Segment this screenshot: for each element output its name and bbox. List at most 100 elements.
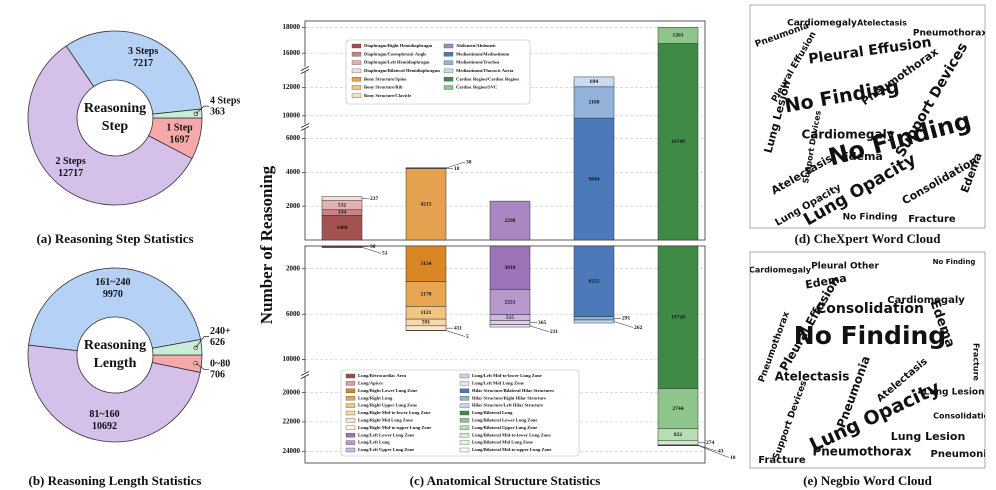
axis-break <box>300 371 310 376</box>
caption: (e) Negbio Word Cloud <box>803 473 932 488</box>
legend-swatch <box>459 425 470 430</box>
bar-segment <box>405 245 447 282</box>
bar-value-label: 4215 <box>421 202 432 208</box>
legend-swatch <box>345 388 356 393</box>
word: Lung Lesion <box>924 388 985 398</box>
pie-slice <box>27 344 201 443</box>
slice-label: 1 Step <box>166 122 193 133</box>
y-tick-label: 18000 <box>283 23 301 31</box>
legend-swatch <box>443 43 454 49</box>
legend-swatch <box>443 77 454 82</box>
wordcloud-frame <box>749 251 986 469</box>
legend-label: Diaphragm/Right Hemidiaphragm <box>364 43 432 48</box>
bar-value-label: 18 <box>454 166 460 172</box>
bar-segment <box>405 167 447 169</box>
bar-value-label: 5 <box>466 334 469 340</box>
legend-label: Lung/Left Mid Lung Zone <box>472 380 524 385</box>
label-leader <box>445 161 466 169</box>
bar-value-label: 2744 <box>673 406 684 412</box>
leader-line <box>195 362 209 370</box>
word: Consolidation <box>933 412 995 421</box>
legend-swatch <box>351 93 362 98</box>
bar-value-label: 334 <box>338 210 347 216</box>
bar-value-label: 3818 <box>505 265 516 271</box>
legend-swatch <box>459 388 470 393</box>
y-tick-label: 2000 <box>286 202 301 210</box>
bar-value-label: 10 <box>730 455 736 461</box>
axis-break-gap <box>301 124 309 129</box>
y-tick-label: 10000 <box>283 111 301 119</box>
bar-segment <box>321 196 363 201</box>
legend-label: Lung/Left Lower Lung Zone <box>358 432 414 437</box>
bar-segment <box>489 289 531 315</box>
bar-value-label: 211 <box>550 329 558 335</box>
leader-line <box>195 105 209 115</box>
axis-break-gap <box>301 67 309 72</box>
bar-value-label: 51 <box>382 251 388 257</box>
word: Fracture <box>908 214 956 225</box>
word: Fracture <box>972 343 981 382</box>
legend-label: Lung/Retrocardiac Area <box>358 373 407 378</box>
word: Atelectasis <box>857 19 907 28</box>
legend-swatch <box>351 77 362 82</box>
legend-label: Lung/Apices <box>358 380 383 385</box>
word: No Finding <box>933 258 976 266</box>
bar-segment <box>405 168 447 241</box>
bar-segment <box>489 320 531 325</box>
word: Fracture <box>758 455 806 466</box>
label-leader <box>361 247 382 254</box>
axis-break <box>300 66 310 71</box>
legend-label: Bony Structure/Clavicle <box>364 93 411 98</box>
legend-swatch <box>351 60 362 65</box>
legend-label: Lung/Right Lung <box>358 395 393 400</box>
slice-label: 81~160 <box>89 409 119 420</box>
bar-value-label: 262 <box>634 325 643 331</box>
label-leader <box>613 321 634 328</box>
legend-label: Hilar Structure/Right Hilar Structure <box>472 395 546 400</box>
slice-label: 4 Steps <box>210 95 240 106</box>
label-leader <box>529 325 550 333</box>
bar-segment <box>573 117 615 241</box>
slice-label: 3 Steps <box>128 46 158 57</box>
slice-label: 0~80 <box>210 359 230 370</box>
axis-break <box>300 126 310 131</box>
bar-value-label: 38 <box>466 159 472 165</box>
bar-segment <box>489 200 531 241</box>
bar-value-label: 532 <box>338 202 347 208</box>
y-tick-label: 20000 <box>283 388 301 396</box>
word: Cardiomegaly <box>787 19 857 29</box>
bar-value-label: 274 <box>706 440 715 446</box>
center-label: Reasoning <box>84 101 146 116</box>
label-leader <box>697 445 730 458</box>
slice-label: 161~240 <box>95 277 130 288</box>
y-tick-label: 10000 <box>283 355 301 363</box>
slice-label: 2 Steps <box>55 156 85 167</box>
slice-value: 706 <box>210 370 225 381</box>
bar-value-label: 515 <box>506 315 515 321</box>
legend-label: Lung/Left Mid-to-lower Lung Zone <box>472 373 542 378</box>
word: Pneumothorax <box>913 29 987 39</box>
legend-swatch <box>351 43 362 49</box>
legend-label: Lung/Bilateral Mid-to-upper Lung Zone <box>472 447 551 452</box>
bar-segment <box>573 319 615 324</box>
bar-segment <box>657 440 699 446</box>
legend-label: Lung/Bilateral Lung <box>472 410 513 415</box>
center-label: Length <box>94 356 137 371</box>
legend-label: Hilar Structure/Bilateral Hilar Structur… <box>472 388 554 393</box>
legend-label: Diaphragm/Bilateral Hemidiaphragms <box>364 68 440 73</box>
slice-value: 626 <box>210 337 225 348</box>
caption: (d) CheXpert Word Cloud <box>794 231 941 246</box>
bar-value-label: 411 <box>454 325 462 331</box>
legend-swatch <box>459 447 470 453</box>
caption: (b) Reasoning Length Statistics <box>29 473 202 488</box>
pie-slice <box>152 108 203 119</box>
legend-label: Mediastinum/Mediastinum <box>456 51 510 56</box>
legend-label: Lung/Right Mid Lung Zone <box>358 417 413 422</box>
legend-swatch <box>443 60 454 65</box>
legend-label: Mediastinum/Thoracic Aorta <box>456 68 514 73</box>
word: Cardiomegaly <box>749 266 812 275</box>
word: Pneumonia <box>931 449 994 460</box>
legend-swatch <box>345 418 356 423</box>
axis-break <box>300 374 310 379</box>
legend-label: Hilar Structure/Left Hilar Structure <box>472 403 543 408</box>
